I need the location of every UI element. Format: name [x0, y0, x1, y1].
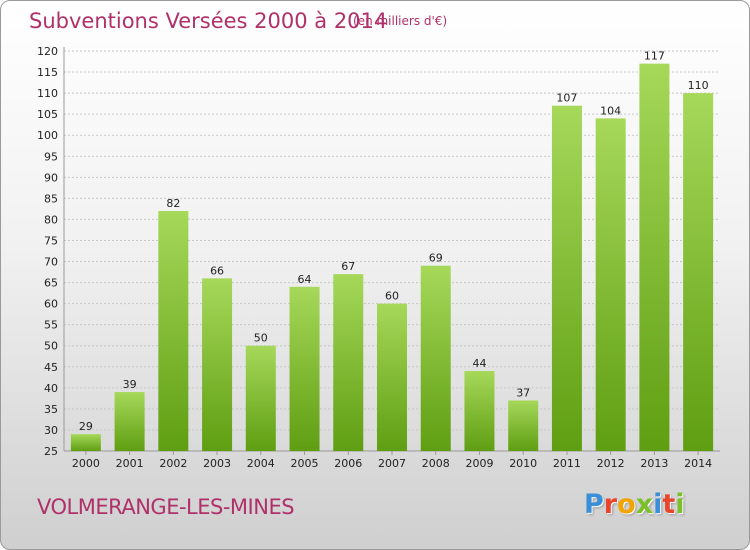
- data-label-2003: 66: [210, 264, 224, 277]
- proxiti-logo: Proxiti: [584, 489, 685, 520]
- bar-2011: [551, 105, 582, 451]
- y-tick-label: 50: [44, 340, 58, 353]
- bar-2000: [70, 434, 101, 451]
- x-tick-label-2013: 2013: [640, 457, 668, 470]
- y-tick-label: 60: [44, 298, 58, 311]
- y-tick-label: 85: [44, 192, 58, 205]
- data-label-2005: 64: [298, 273, 312, 286]
- x-tick-label-2010: 2010: [509, 457, 537, 470]
- data-label-2013: 117: [644, 50, 665, 63]
- logo-letter: t: [662, 489, 676, 520]
- x-tick-label-2003: 2003: [203, 457, 231, 470]
- bar-2008: [420, 265, 451, 451]
- logo-letter: r: [603, 489, 618, 520]
- x-tick-label-2004: 2004: [247, 457, 275, 470]
- data-label-2004: 50: [254, 332, 268, 345]
- x-tick-label-2006: 2006: [334, 457, 362, 470]
- y-tick-label: 70: [44, 256, 58, 269]
- logo-letter: o: [617, 489, 636, 520]
- y-tick-label: 30: [44, 424, 58, 437]
- logo-letter: P: [584, 489, 604, 520]
- data-label-2012: 104: [600, 104, 621, 117]
- x-tick-label-2005: 2005: [291, 457, 319, 470]
- x-tick-label-2014: 2014: [684, 457, 712, 470]
- x-tick-label-2000: 2000: [72, 457, 100, 470]
- bar-2001: [114, 392, 145, 451]
- data-label-2014: 110: [688, 79, 709, 92]
- y-tick-label: 35: [44, 403, 58, 416]
- y-tick-label: 40: [44, 382, 58, 395]
- y-tick-label: 65: [44, 277, 58, 290]
- y-tick-label: 55: [44, 319, 58, 332]
- chart-title: Subventions Versées 2000 à 2014: [29, 9, 388, 33]
- y-tick-label: 80: [44, 213, 58, 226]
- y-tick-label: 120: [37, 45, 58, 58]
- bar-2003: [202, 278, 233, 451]
- data-label-2006: 67: [341, 260, 355, 273]
- y-tick-label: 45: [44, 361, 58, 374]
- x-tick-label-2009: 2009: [465, 457, 493, 470]
- chart-unit-note: (en milliers d'€): [353, 14, 448, 28]
- data-label-2002: 82: [166, 197, 180, 210]
- bar-2002: [158, 211, 189, 451]
- data-label-2009: 44: [472, 357, 486, 370]
- y-tick-label: 25: [44, 445, 58, 458]
- bar-2007: [377, 303, 407, 451]
- x-tick-label-2007: 2007: [378, 457, 406, 470]
- data-label-2001: 39: [123, 378, 137, 391]
- y-tick-label: 95: [44, 150, 58, 163]
- bar-2004: [245, 345, 276, 451]
- bar-2012: [595, 118, 626, 452]
- data-label-2010: 37: [516, 386, 530, 399]
- data-label-2011: 107: [556, 92, 577, 105]
- data-label-2008: 69: [429, 252, 443, 265]
- x-tick-label-2011: 2011: [553, 457, 581, 470]
- x-tick-label-2001: 2001: [116, 457, 144, 470]
- data-label-2000: 29: [79, 420, 93, 433]
- commune-name: VOLMERANGE-LES-MINES: [37, 495, 295, 519]
- y-tick-label: 90: [44, 171, 58, 184]
- bar-2014: [683, 93, 714, 452]
- logo-letter: i: [653, 489, 663, 520]
- y-tick-label: 100: [37, 129, 58, 142]
- x-tick-label-2008: 2008: [422, 457, 450, 470]
- y-tick-label: 110: [37, 87, 58, 100]
- bar-2005: [289, 286, 320, 451]
- y-tick-label: 105: [37, 108, 58, 121]
- bar-2013: [639, 63, 670, 451]
- bar-2009: [464, 371, 495, 451]
- y-tick-label: 75: [44, 234, 58, 247]
- logo-letter: x: [635, 489, 654, 520]
- x-tick-label-2002: 2002: [159, 457, 187, 470]
- y-tick-label: 115: [37, 66, 58, 79]
- bar-2006: [333, 274, 364, 451]
- data-label-2007: 60: [385, 290, 399, 303]
- bar-2010: [508, 400, 539, 451]
- x-tick-label-2012: 2012: [597, 457, 625, 470]
- logo-letter: i: [675, 489, 685, 520]
